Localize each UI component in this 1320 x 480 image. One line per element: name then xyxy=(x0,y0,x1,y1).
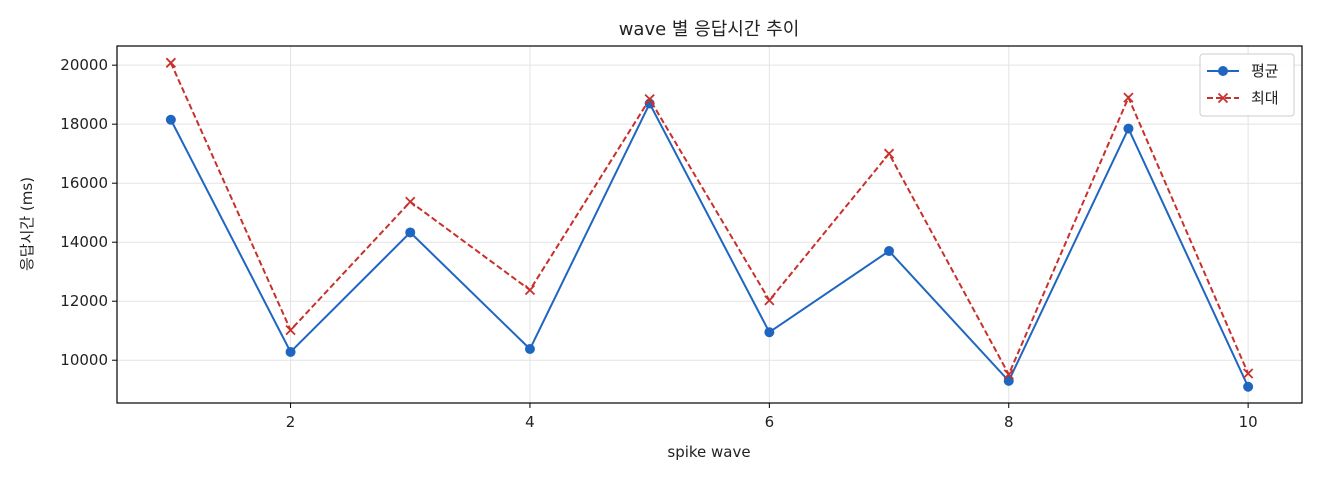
plot-frame xyxy=(116,45,1303,404)
data-point xyxy=(1003,369,1014,380)
data-point xyxy=(764,327,775,338)
series-max xyxy=(165,57,1254,380)
series-line xyxy=(169,101,1250,388)
data-point xyxy=(405,227,416,238)
x-axis: 2 4 6 8 10 xyxy=(286,403,1258,431)
data-point xyxy=(165,57,177,68)
data-point xyxy=(524,284,536,296)
legend: 평균 최대 xyxy=(1199,53,1295,117)
data-point xyxy=(884,246,895,257)
chart-title: wave 별 응답시간 추이 xyxy=(619,19,800,40)
legend-marker-avg xyxy=(1218,66,1228,76)
legend-x-glyph xyxy=(1217,92,1229,104)
data-point xyxy=(285,346,296,357)
data-point xyxy=(1243,381,1254,392)
series-avg xyxy=(165,98,1254,392)
grid xyxy=(117,46,1302,403)
legend-item-max: 최대 xyxy=(1207,89,1279,107)
legend-frame xyxy=(1199,53,1295,117)
series-layer xyxy=(165,57,1254,392)
data-point xyxy=(1003,375,1014,386)
x-tick-label: 6 xyxy=(765,413,775,431)
y-tick-label: 20000 xyxy=(60,56,108,74)
data-point xyxy=(764,295,775,306)
data-point xyxy=(165,114,176,125)
data-point xyxy=(1123,123,1134,134)
y-axis: 10000 12000 14000 16000 18000 20000 xyxy=(60,56,117,369)
y-tick-label: 10000 xyxy=(60,351,108,369)
legend-item-avg: 평균 xyxy=(1207,62,1279,80)
data-point xyxy=(883,148,895,159)
x-tick-label: 2 xyxy=(286,413,296,431)
y-axis-label: 응답시간 (ms) xyxy=(18,177,36,271)
x-tick-label: 4 xyxy=(525,413,535,431)
data-point xyxy=(1123,92,1134,103)
legend-marker-max xyxy=(1217,92,1229,104)
x-axis-label: spike wave xyxy=(667,443,750,461)
y-tick-label: 18000 xyxy=(60,115,108,133)
data-point xyxy=(1243,368,1254,379)
legend-label-max: 최대 xyxy=(1251,89,1279,107)
data-point xyxy=(285,324,296,336)
y-tick-label: 12000 xyxy=(60,292,108,310)
data-point xyxy=(524,344,535,355)
series-line xyxy=(169,62,1250,377)
y-tick-label: 16000 xyxy=(60,174,108,192)
x-tick-label: 10 xyxy=(1239,413,1258,431)
y-tick-label: 14000 xyxy=(60,233,108,251)
data-point xyxy=(405,196,416,207)
x-tick-label: 8 xyxy=(1004,413,1014,431)
data-point xyxy=(644,93,655,105)
legend-label-avg: 평균 xyxy=(1251,62,1279,80)
